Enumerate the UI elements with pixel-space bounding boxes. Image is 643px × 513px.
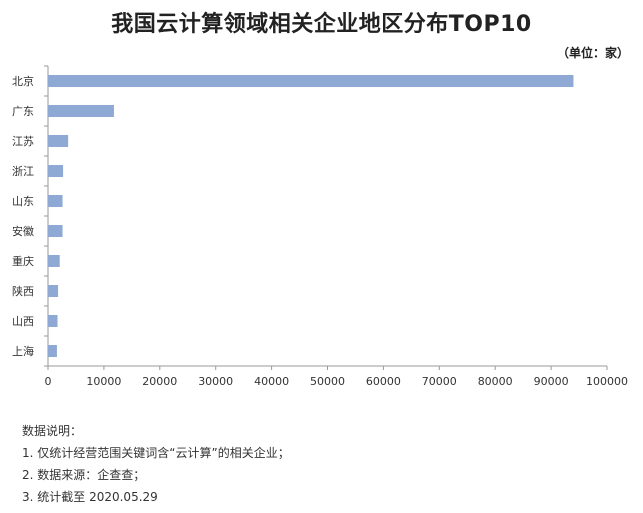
x-tick-label: 30000 — [198, 375, 233, 388]
bar-广东 — [48, 105, 114, 117]
category-label: 陕西 — [12, 284, 34, 298]
note-item-1: 1. 仅统计经营范围关键词含“云计算”的相关企业； — [22, 446, 290, 460]
category-label: 山西 — [12, 315, 34, 328]
bar-安徽 — [48, 225, 63, 237]
chart-bars — [48, 75, 574, 357]
bar-山西 — [48, 315, 58, 327]
x-tick-label: 40000 — [254, 375, 289, 388]
note-item-2: 2. 数据来源：企查查； — [22, 468, 146, 482]
bar-江苏 — [48, 135, 69, 147]
chart-axes — [44, 65, 608, 370]
bar-北京 — [48, 75, 574, 87]
category-label: 上海 — [12, 344, 34, 358]
x-tick-label: 50000 — [310, 375, 345, 388]
note-item-3: 3. 统计截至 2020.05.29 — [22, 490, 158, 504]
category-label: 山东 — [12, 195, 34, 208]
x-tick-label: 0 — [45, 375, 52, 388]
bar-山东 — [48, 195, 63, 207]
category-label: 广东 — [12, 105, 34, 118]
bar-上海 — [48, 345, 57, 357]
category-label: 浙江 — [12, 165, 34, 178]
bar-浙江 — [48, 165, 64, 177]
bar-陕西 — [48, 285, 59, 297]
category-label: 江苏 — [12, 135, 34, 148]
chart-title: 我国云计算领域相关企业地区分布TOP10 — [111, 12, 532, 37]
x-tick-labels: 0 10000 20000 30000 40000 50000 60000 70000 8000… — [45, 375, 629, 388]
unit-label: （单位：家） — [556, 46, 629, 60]
x-tick-label: 20000 — [142, 375, 177, 388]
x-tick-label: 10000 — [86, 375, 121, 388]
bar-重庆 — [48, 255, 60, 267]
x-tick-label: 100000 — [586, 375, 628, 388]
category-label: 重庆 — [12, 254, 34, 268]
category-label: 安徽 — [12, 224, 34, 238]
data-notes: 数据说明： 1. 仅统计经营范围关键词含“云计算”的相关企业； 2. 数据来源：… — [22, 420, 290, 508]
x-tick-label: 80000 — [478, 375, 513, 388]
category-label: 北京 — [12, 74, 34, 88]
notes-heading: 数据说明： — [22, 424, 83, 438]
x-tick-label: 90000 — [534, 375, 569, 388]
x-tick-label: 60000 — [366, 375, 401, 388]
x-tick-label: 70000 — [422, 375, 457, 388]
